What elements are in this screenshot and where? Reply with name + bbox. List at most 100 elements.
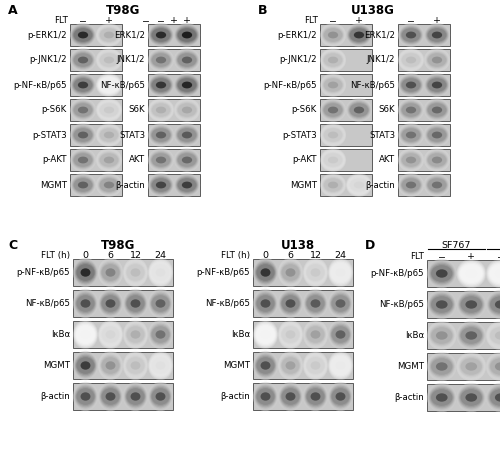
Ellipse shape xyxy=(151,27,171,43)
Ellipse shape xyxy=(148,74,174,96)
Ellipse shape xyxy=(98,259,122,286)
Ellipse shape xyxy=(174,98,200,122)
Bar xyxy=(148,99,200,121)
Bar xyxy=(70,24,122,46)
Ellipse shape xyxy=(148,259,172,286)
Ellipse shape xyxy=(148,98,174,122)
Ellipse shape xyxy=(150,75,172,95)
Ellipse shape xyxy=(98,289,123,318)
Ellipse shape xyxy=(406,157,416,163)
Ellipse shape xyxy=(304,260,326,285)
Ellipse shape xyxy=(328,383,352,410)
Ellipse shape xyxy=(72,100,94,120)
Ellipse shape xyxy=(428,353,456,380)
Text: −: − xyxy=(329,16,337,25)
Ellipse shape xyxy=(346,174,372,196)
Ellipse shape xyxy=(125,262,146,283)
Ellipse shape xyxy=(346,23,372,47)
Ellipse shape xyxy=(178,178,197,192)
Ellipse shape xyxy=(320,174,345,196)
Ellipse shape xyxy=(76,264,94,281)
Ellipse shape xyxy=(330,386,351,408)
Bar xyxy=(70,49,122,71)
Bar xyxy=(398,74,450,96)
Ellipse shape xyxy=(98,100,120,120)
Ellipse shape xyxy=(70,99,96,121)
Ellipse shape xyxy=(98,383,122,410)
Ellipse shape xyxy=(74,53,92,67)
Text: p-S6K: p-S6K xyxy=(42,106,67,114)
Ellipse shape xyxy=(304,291,326,316)
Ellipse shape xyxy=(124,352,148,379)
Ellipse shape xyxy=(426,125,448,145)
Bar xyxy=(73,352,173,379)
Text: S6K: S6K xyxy=(378,106,395,114)
Ellipse shape xyxy=(148,351,173,380)
Text: MGMT: MGMT xyxy=(40,180,67,190)
Ellipse shape xyxy=(306,388,324,405)
Ellipse shape xyxy=(148,290,172,317)
Ellipse shape xyxy=(280,324,301,345)
Ellipse shape xyxy=(256,264,274,281)
Ellipse shape xyxy=(150,293,171,314)
Ellipse shape xyxy=(310,392,320,401)
Text: FLT: FLT xyxy=(304,16,318,25)
Ellipse shape xyxy=(322,75,344,95)
Ellipse shape xyxy=(401,77,421,93)
Ellipse shape xyxy=(320,173,346,197)
Ellipse shape xyxy=(436,393,448,402)
Ellipse shape xyxy=(402,128,420,142)
Ellipse shape xyxy=(486,353,500,380)
Bar xyxy=(148,74,200,96)
Ellipse shape xyxy=(126,357,144,374)
Ellipse shape xyxy=(176,25,199,45)
Bar xyxy=(253,290,353,317)
Ellipse shape xyxy=(323,177,343,193)
Ellipse shape xyxy=(182,56,192,63)
Ellipse shape xyxy=(70,49,96,71)
Ellipse shape xyxy=(104,82,114,89)
Ellipse shape xyxy=(281,325,300,344)
Ellipse shape xyxy=(174,49,200,71)
Text: C: C xyxy=(8,239,17,252)
Text: A: A xyxy=(8,4,18,17)
Ellipse shape xyxy=(76,357,94,374)
Ellipse shape xyxy=(254,383,278,410)
Ellipse shape xyxy=(348,25,370,45)
Ellipse shape xyxy=(72,51,94,69)
Ellipse shape xyxy=(280,386,301,408)
Bar xyxy=(320,149,372,171)
Ellipse shape xyxy=(278,351,303,380)
Ellipse shape xyxy=(488,294,500,315)
Ellipse shape xyxy=(304,352,328,379)
Ellipse shape xyxy=(424,99,450,121)
Ellipse shape xyxy=(74,353,96,378)
Ellipse shape xyxy=(432,132,442,139)
Ellipse shape xyxy=(254,384,276,409)
Ellipse shape xyxy=(336,361,345,369)
Ellipse shape xyxy=(406,32,416,39)
Ellipse shape xyxy=(178,28,197,42)
Ellipse shape xyxy=(328,382,353,411)
Ellipse shape xyxy=(70,174,96,196)
Ellipse shape xyxy=(254,321,278,348)
Ellipse shape xyxy=(398,149,423,171)
Ellipse shape xyxy=(126,264,144,281)
Ellipse shape xyxy=(490,357,500,376)
Ellipse shape xyxy=(330,293,351,314)
Ellipse shape xyxy=(99,52,119,68)
Ellipse shape xyxy=(99,177,119,193)
Text: NF-κB/p65: NF-κB/p65 xyxy=(205,299,250,308)
Ellipse shape xyxy=(254,291,276,316)
Ellipse shape xyxy=(303,382,328,411)
Ellipse shape xyxy=(320,49,345,71)
Ellipse shape xyxy=(123,320,148,349)
Ellipse shape xyxy=(254,353,276,378)
Ellipse shape xyxy=(174,174,200,196)
Ellipse shape xyxy=(328,32,338,39)
Ellipse shape xyxy=(73,52,93,68)
Ellipse shape xyxy=(99,77,119,93)
Ellipse shape xyxy=(323,152,343,168)
Bar xyxy=(320,24,372,46)
Ellipse shape xyxy=(152,388,170,405)
